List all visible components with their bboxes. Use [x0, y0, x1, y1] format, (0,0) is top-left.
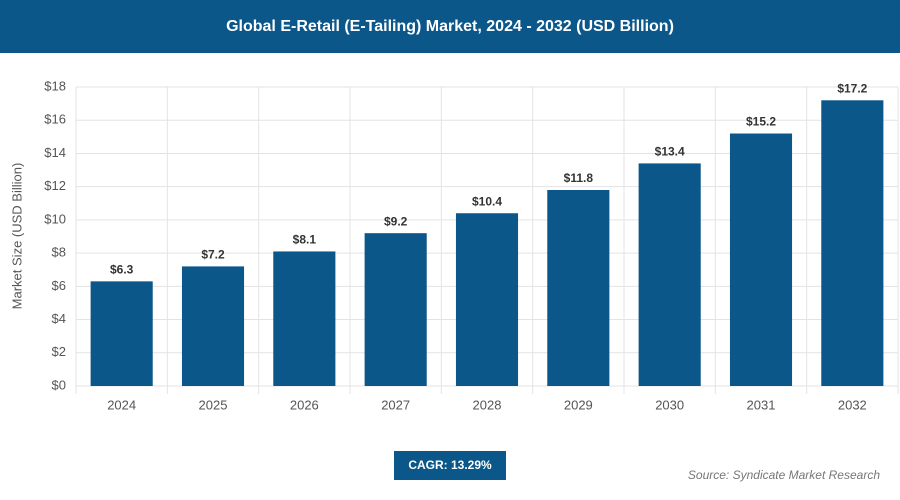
bar [181, 266, 245, 386]
x-tick-label: 2030 [655, 397, 684, 412]
y-tick-label: $12 [44, 178, 66, 193]
value-label: $13.4 [655, 145, 685, 159]
x-tick-label: 2029 [564, 397, 593, 412]
bar [547, 189, 610, 386]
y-tick-label: $16 [44, 112, 66, 127]
bar [455, 213, 519, 386]
y-tick-label: $10 [44, 211, 66, 226]
value-label: $7.2 [201, 248, 225, 262]
x-tick-label: 2027 [381, 397, 410, 412]
x-tick-label: 2024 [107, 397, 136, 412]
bar [638, 163, 701, 386]
source: Source: Syndicate Market Research [688, 468, 880, 482]
value-label: $15.2 [746, 115, 776, 129]
x-tick-label: 2025 [199, 397, 228, 412]
y-tick-label: $2 [52, 344, 66, 359]
bar [821, 100, 884, 387]
cagr-box [394, 451, 506, 480]
value-label: $11.8 [564, 171, 594, 185]
value-label: $17.2 [837, 81, 867, 95]
value-label: $6.3 [110, 263, 134, 277]
y-tick-label: $6 [52, 278, 66, 293]
bar [273, 251, 336, 386]
y-tick-label: $4 [52, 311, 66, 326]
bar [729, 133, 793, 386]
y-axis-label: Market Size (USD Billion) [9, 163, 24, 310]
x-tick-label: 2031 [747, 397, 776, 412]
x-tick-label: 2028 [473, 397, 502, 412]
y-tick-label: $0 [52, 377, 66, 392]
value-label: $10.4 [472, 194, 502, 208]
x-tick-label: 2032 [838, 397, 867, 412]
y-tick-label: $18 [44, 78, 66, 93]
cagr-label: CAGR: 13.29% [408, 458, 492, 472]
title-banner [0, 0, 900, 53]
y-tick-label: $8 [52, 245, 66, 260]
value-label: $9.2 [384, 214, 408, 228]
chart-title: Global E-Retail (E-Tailing) Market, 2024… [226, 18, 674, 35]
bar [364, 233, 427, 386]
x-tick-label: 2026 [290, 397, 319, 412]
value-label: $8.1 [293, 233, 317, 247]
bar [90, 281, 153, 386]
y-tick-label: $14 [44, 145, 66, 160]
